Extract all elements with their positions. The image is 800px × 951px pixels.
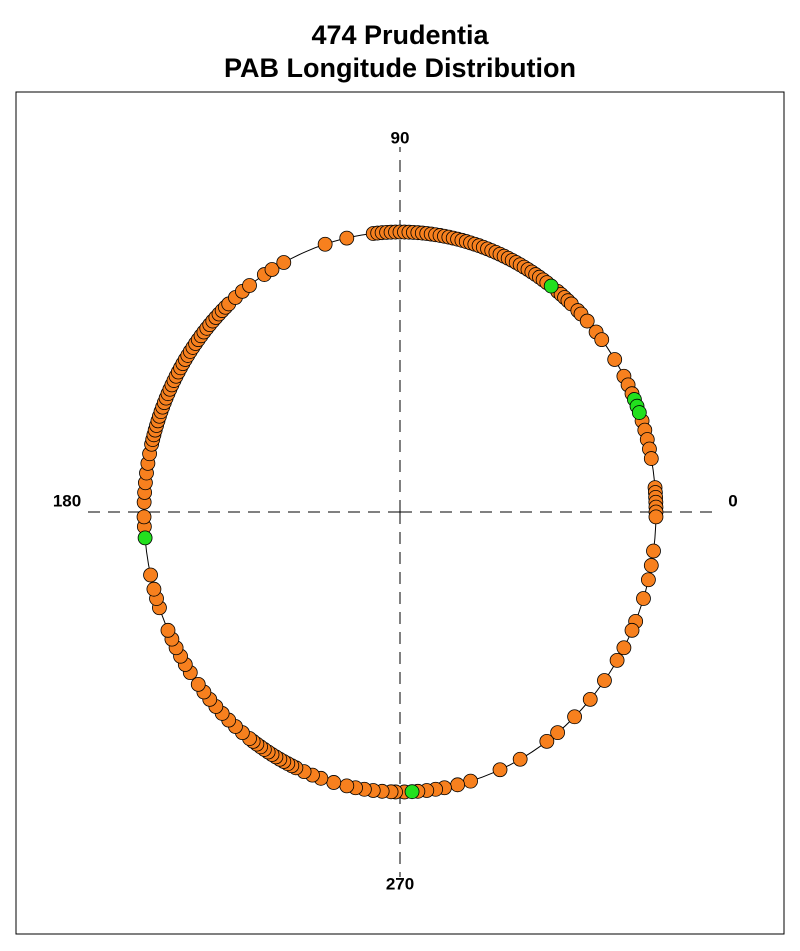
data-point [190, 676, 206, 692]
data-point [582, 691, 598, 707]
data-point [136, 509, 152, 525]
data-point [160, 622, 176, 638]
data-point [404, 784, 420, 800]
data-point [643, 558, 659, 573]
data-point [646, 543, 661, 559]
chart-subtitle: PAB Longitude Distribution [224, 53, 576, 83]
data-point [567, 709, 582, 725]
data-point [543, 278, 559, 294]
data-point [146, 581, 162, 597]
data-point [631, 405, 647, 420]
data-point [597, 673, 612, 688]
data-point [242, 278, 257, 293]
data-point [550, 725, 566, 741]
data-point [607, 352, 623, 367]
data-point [264, 262, 280, 277]
angle-tick-label: 0 [728, 491, 737, 510]
data-point [317, 236, 333, 252]
data-point [492, 762, 508, 778]
angle-tick-label: 180 [53, 491, 81, 510]
data-point [609, 652, 625, 668]
data-point [539, 733, 555, 749]
data-point [339, 230, 355, 246]
data-point [579, 313, 595, 329]
data-point [463, 773, 478, 789]
data-point [648, 509, 664, 525]
data-point [594, 332, 610, 348]
data-point [276, 255, 292, 270]
data-point [339, 778, 355, 794]
angle-tick-label: 90 [391, 128, 410, 147]
data-point [640, 572, 656, 588]
data-point [450, 777, 465, 793]
data-point [616, 640, 632, 656]
data-point [137, 530, 153, 546]
data-point [624, 622, 640, 638]
data-point [636, 591, 651, 606]
data-point [143, 567, 158, 583]
data-point [643, 451, 659, 466]
data-point [512, 751, 528, 767]
chart-title: 474 Prudentia [311, 20, 489, 50]
angle-tick-label: 270 [386, 874, 414, 893]
data-point [326, 775, 342, 790]
